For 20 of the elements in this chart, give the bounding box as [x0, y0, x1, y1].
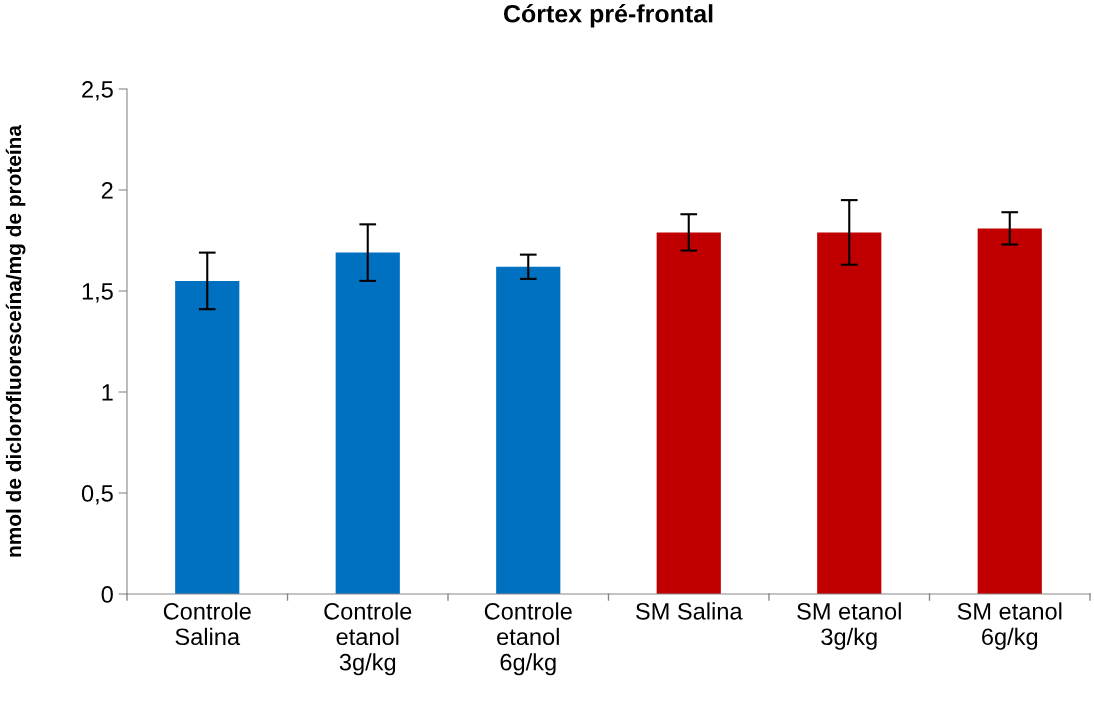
bar [335, 252, 400, 594]
bar [656, 232, 721, 594]
bar [496, 266, 561, 594]
chart-title: Córtex pré-frontal [503, 4, 713, 28]
x-tick-label: Controle etanol 6g/kg [484, 602, 572, 676]
y-tick-label: 2,5 [82, 81, 113, 101]
bar [817, 232, 882, 594]
y-tick-label: 1,5 [82, 283, 113, 303]
x-tick-label: SM Salina [636, 602, 743, 620]
y-axis-title: nmol de diclorofluoresceína/mg de proteína [5, 124, 26, 557]
y-tick-label: 2 [101, 182, 113, 199]
y-tick-label: 0,5 [81, 485, 113, 505]
x-tick-label: Controle Salina [163, 602, 251, 646]
bar [977, 228, 1042, 594]
x-tick-label: SM etanol 3g/kg [797, 602, 901, 650]
x-tick-label: Controle etanol 3g/kg [324, 602, 412, 676]
x-tick-label: SM etanol 6g/kg [957, 602, 1062, 650]
y-tick-label: 1 [102, 384, 113, 401]
y-tick-label: 0 [101, 586, 113, 603]
bar [175, 280, 240, 594]
